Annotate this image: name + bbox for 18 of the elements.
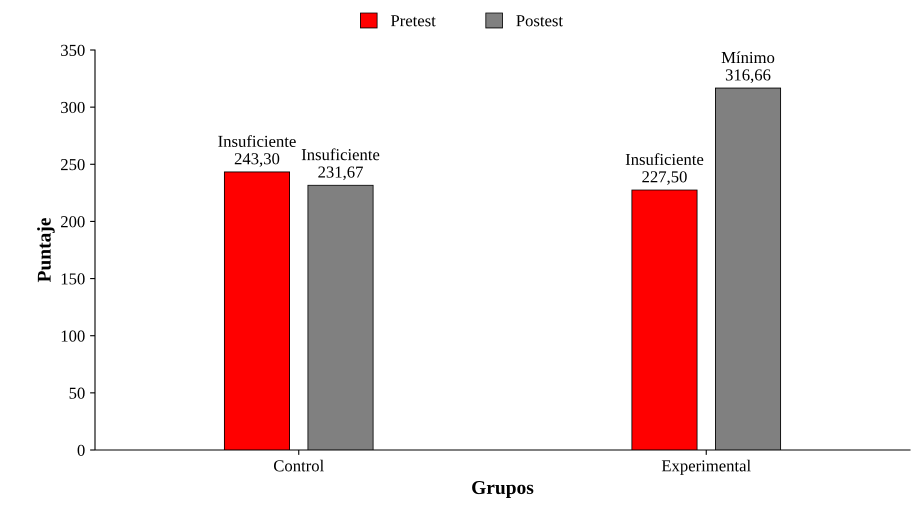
data-label: Mínimo 316,66	[722, 51, 774, 83]
x-tick-label: Experimental	[662, 460, 751, 475]
y-tick-label: 350	[61, 44, 85, 56]
legend-label: Postest	[516, 15, 563, 26]
legend-label: Pretest	[390, 15, 436, 26]
y-tick-label: 300	[61, 102, 85, 114]
y-tick-label: 50	[70, 388, 85, 399]
y-tick-label: 250	[61, 158, 85, 170]
x-tick-label: Control	[274, 460, 324, 472]
data-label: Insuficiente 243,30	[218, 135, 296, 167]
y-tick-label: 150	[62, 273, 85, 285]
y-tick-label: 200	[61, 216, 85, 228]
data-label: Insuficiente 227,50	[626, 153, 704, 185]
y-tick-label: 0	[78, 444, 85, 456]
y-axis-title: Puntaje	[37, 218, 55, 282]
x-axis-title: Grupos	[472, 481, 534, 498]
data-label: Insuficiente 231,67	[302, 148, 380, 180]
y-tick-label: 100	[62, 330, 85, 342]
